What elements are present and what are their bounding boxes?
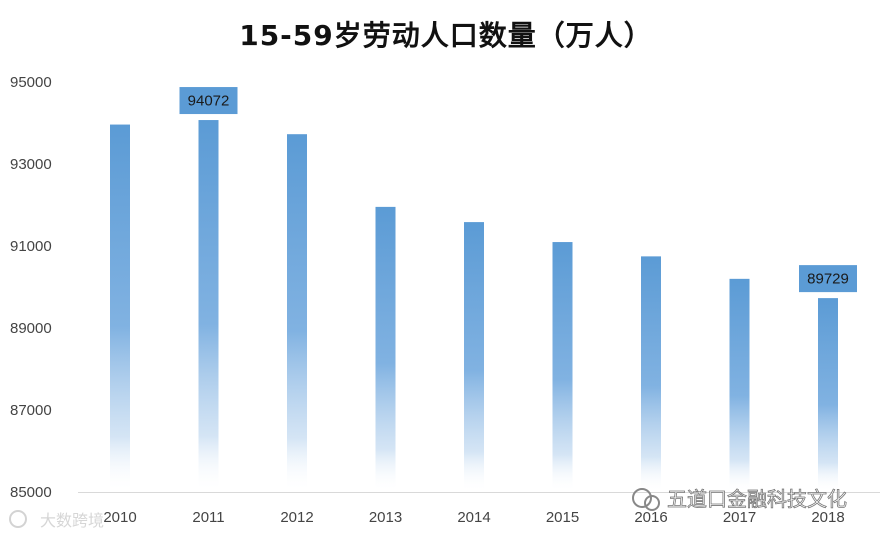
wechat-icon-bubble	[644, 495, 660, 511]
bar-2010	[110, 124, 130, 493]
x-tick-label: 2010	[103, 509, 136, 526]
watermark-logo-icon	[9, 510, 27, 528]
y-tick-label: 91000	[10, 238, 52, 255]
x-axis-ticks: 2010 2011 2012 2013 2014 2015 2016 2017 2018	[103, 509, 844, 526]
chart-title: 15-59岁劳动人口数量（万人）	[239, 19, 653, 52]
y-tick-label: 95000	[10, 74, 52, 91]
bars-group	[110, 120, 838, 493]
watermark-right-text: 五道口金融科技文化	[667, 487, 847, 511]
wechat-icon	[632, 488, 652, 508]
x-tick-label: 2013	[369, 509, 402, 526]
x-tick-label: 2016	[634, 509, 667, 526]
x-tick-label: 2012	[280, 509, 313, 526]
data-label-background	[179, 87, 238, 115]
x-tick-label: 2017	[723, 509, 756, 526]
bar-2013	[375, 206, 396, 493]
bar-2012	[287, 134, 307, 492]
x-tick-label: 2011	[192, 509, 224, 526]
bar-2014	[464, 222, 484, 493]
data-labels-group: 94072 89729	[179, 87, 857, 293]
watermark-left: 大数跨境	[9, 510, 104, 530]
y-tick-label: 87000	[10, 402, 52, 419]
bar-2017	[729, 278, 750, 492]
y-tick-label: 85000	[10, 484, 52, 501]
bar-2016	[641, 256, 661, 492]
data-label-text: 94072	[188, 93, 230, 110]
x-tick-label: 2014	[457, 509, 490, 526]
watermark-left-text: 大数跨境	[40, 511, 104, 530]
bar-2015	[552, 242, 573, 492]
y-axis-ticks: 85000 87000 89000 91000 93000 95000	[10, 74, 52, 501]
x-tick-label: 2018	[811, 509, 844, 526]
bar-2018	[818, 298, 838, 492]
data-label-2011: 94072	[179, 87, 238, 115]
y-tick-label: 93000	[10, 156, 52, 173]
y-tick-label: 89000	[10, 320, 52, 337]
data-label-text: 89729	[807, 271, 849, 288]
bar-2011	[198, 120, 219, 492]
x-tick-label: 2015	[546, 509, 579, 526]
watermark-right: 五道口金融科技文化	[632, 487, 847, 511]
data-label-background	[799, 265, 857, 293]
data-label-2018: 89729	[799, 265, 857, 293]
